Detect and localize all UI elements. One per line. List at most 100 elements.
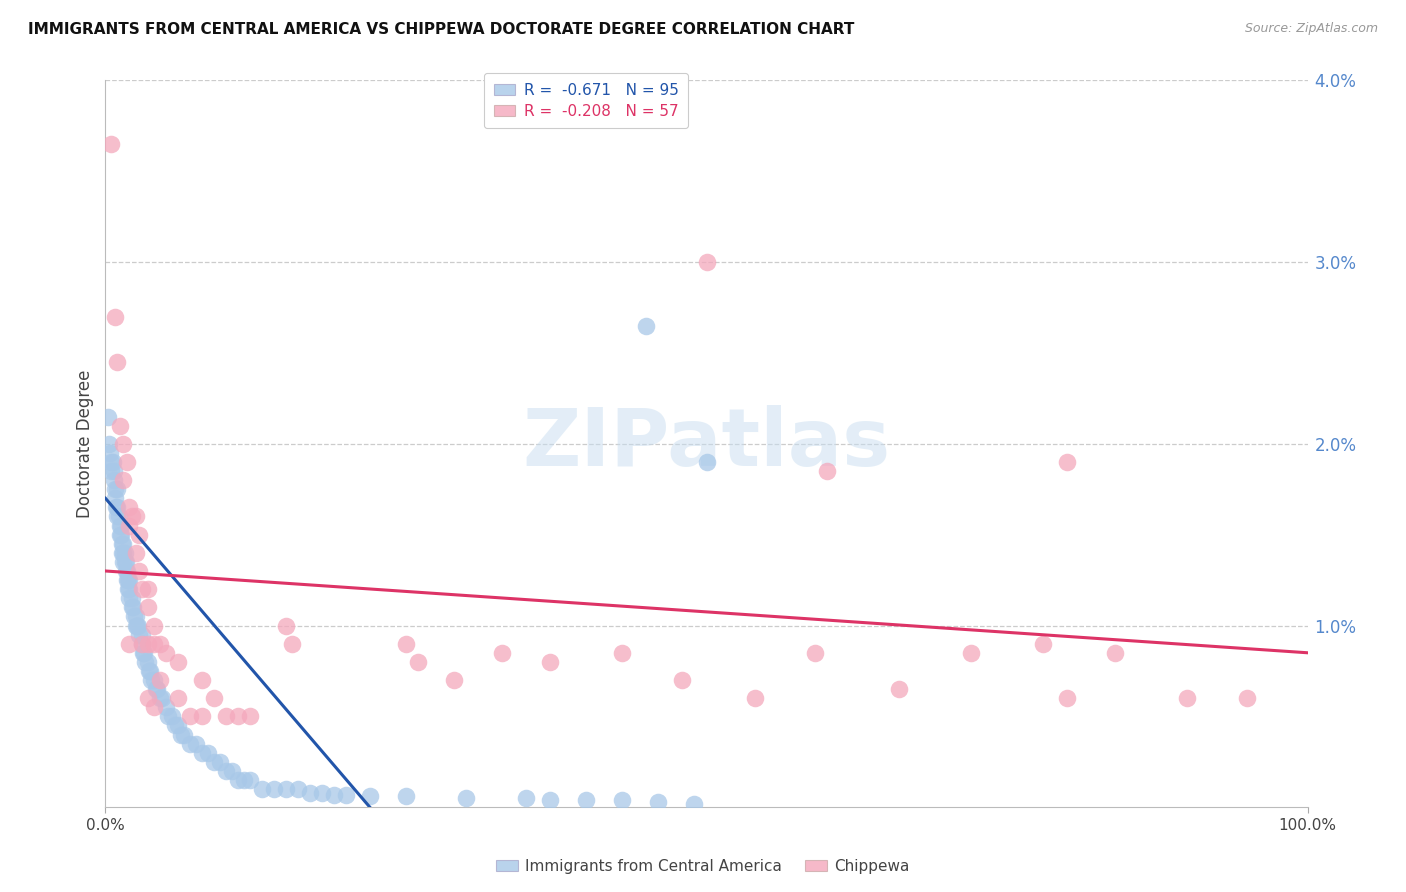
Point xyxy=(184,737,207,751)
Point xyxy=(335,788,357,802)
Point xyxy=(311,786,333,800)
Point xyxy=(395,789,418,804)
Point xyxy=(443,673,465,687)
Point xyxy=(118,573,141,587)
Point xyxy=(124,618,146,632)
Point xyxy=(112,537,135,551)
Point xyxy=(179,737,201,751)
Point xyxy=(107,509,129,524)
Point xyxy=(97,409,120,424)
Point xyxy=(166,655,188,669)
Point xyxy=(170,728,193,742)
Point xyxy=(148,637,170,651)
Point xyxy=(100,455,122,469)
Point xyxy=(136,637,159,651)
Point xyxy=(214,764,236,778)
Point xyxy=(111,537,134,551)
Point xyxy=(226,709,249,723)
Point xyxy=(155,646,177,660)
Point xyxy=(111,546,134,560)
Point xyxy=(122,600,145,615)
Point xyxy=(107,355,129,369)
Point xyxy=(250,782,273,797)
Point xyxy=(115,564,138,578)
Text: IMMIGRANTS FROM CENTRAL AMERICA VS CHIPPEWA DOCTORATE DEGREE CORRELATION CHART: IMMIGRANTS FROM CENTRAL AMERICA VS CHIPP… xyxy=(28,22,855,37)
Point xyxy=(98,446,121,460)
Point xyxy=(173,728,195,742)
Point xyxy=(239,772,262,787)
Point xyxy=(887,682,910,697)
Point xyxy=(131,637,153,651)
Point xyxy=(101,455,124,469)
Point xyxy=(179,709,201,723)
Point xyxy=(406,655,429,669)
Point xyxy=(190,709,212,723)
Point xyxy=(395,637,418,651)
Point xyxy=(214,709,236,723)
Point xyxy=(287,782,309,797)
Point xyxy=(100,464,122,478)
Point xyxy=(107,509,129,524)
Point xyxy=(104,310,127,324)
Text: Source: ZipAtlas.com: Source: ZipAtlas.com xyxy=(1244,22,1378,36)
Point xyxy=(121,600,143,615)
Point xyxy=(155,700,177,714)
Point xyxy=(274,618,297,632)
Point xyxy=(110,518,132,533)
Point xyxy=(696,255,718,269)
Point xyxy=(647,795,669,809)
Point xyxy=(128,564,150,578)
Point xyxy=(118,500,141,515)
Point xyxy=(150,691,173,706)
Point xyxy=(100,136,122,151)
Point xyxy=(232,772,254,787)
Point xyxy=(125,618,148,632)
Point xyxy=(118,591,141,606)
Point xyxy=(202,691,225,706)
Point xyxy=(103,473,125,487)
Point xyxy=(115,555,138,569)
Point xyxy=(239,709,262,723)
Point xyxy=(142,673,165,687)
Point xyxy=(359,789,381,804)
Point xyxy=(118,637,141,651)
Point xyxy=(202,755,225,769)
Point xyxy=(132,646,155,660)
Point xyxy=(103,464,125,478)
Point xyxy=(148,691,170,706)
Point xyxy=(118,518,141,533)
Point xyxy=(166,718,188,732)
Point xyxy=(538,655,561,669)
Point xyxy=(142,637,165,651)
Point xyxy=(636,318,658,333)
Point xyxy=(139,664,162,678)
Point xyxy=(263,782,285,797)
Point xyxy=(115,573,138,587)
Point xyxy=(115,455,138,469)
Point xyxy=(142,700,165,714)
Point xyxy=(112,437,135,451)
Point xyxy=(190,673,212,687)
Point xyxy=(298,786,321,800)
Point xyxy=(131,582,153,597)
Point xyxy=(121,509,143,524)
Point xyxy=(612,793,634,807)
Point xyxy=(226,772,249,787)
Point xyxy=(105,500,128,515)
Point xyxy=(197,746,219,760)
Point xyxy=(104,491,127,506)
Point xyxy=(148,673,170,687)
Point xyxy=(612,646,634,660)
Point xyxy=(322,788,344,802)
Point xyxy=(1175,691,1198,706)
Point xyxy=(132,646,155,660)
Point xyxy=(815,464,838,478)
Point xyxy=(134,655,156,669)
Point xyxy=(110,527,132,541)
Point xyxy=(131,627,153,641)
Point xyxy=(165,718,187,732)
Point xyxy=(281,637,304,651)
Point xyxy=(108,418,131,433)
Point xyxy=(121,591,143,606)
Point xyxy=(112,473,135,487)
